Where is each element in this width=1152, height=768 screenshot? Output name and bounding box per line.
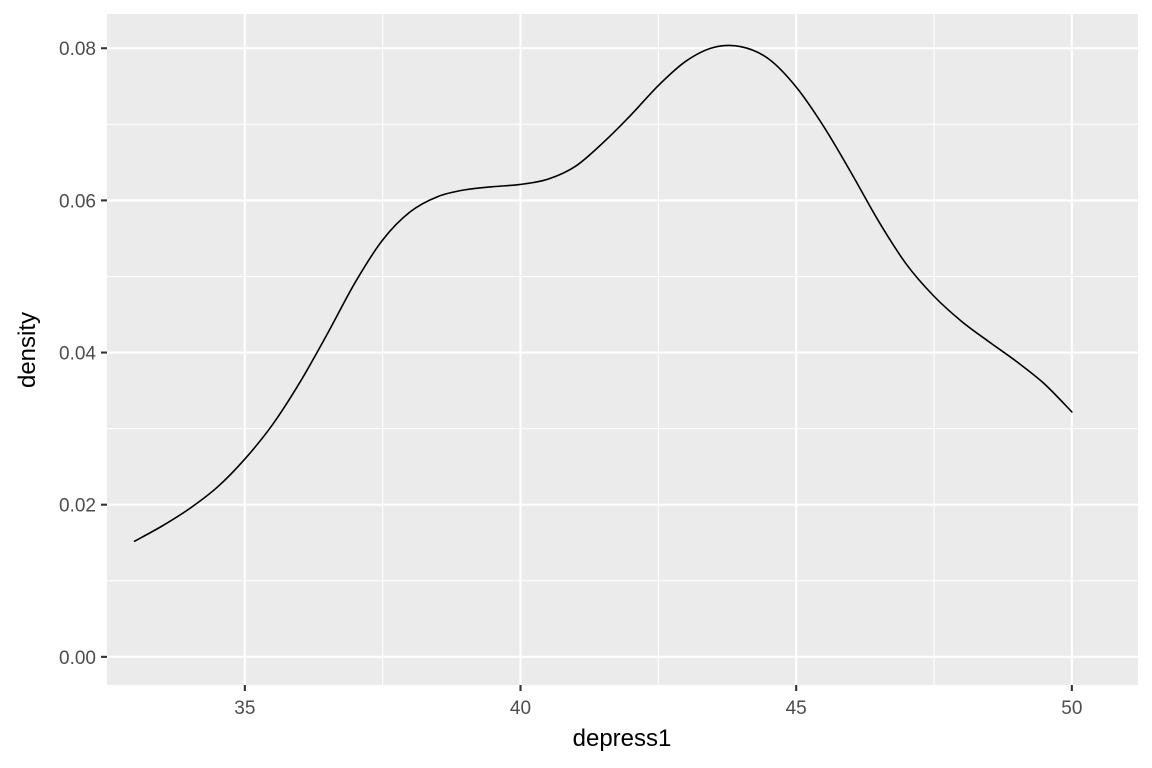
major-gridlines [107, 14, 1138, 685]
y-tick-label: 0.04 [59, 344, 96, 365]
y-axis: 0.00 0.02 0.04 0.06 0.08 [59, 39, 107, 669]
x-tick-label: 50 [1061, 698, 1082, 719]
y-tick-label: 0.00 [59, 648, 96, 669]
y-axis-title: density [14, 312, 41, 388]
x-tick-label: 35 [234, 698, 255, 719]
y-tick-label: 0.06 [59, 191, 96, 212]
y-tick-label: 0.02 [59, 496, 96, 517]
plot-panel [107, 14, 1138, 685]
x-tick-label: 40 [510, 698, 531, 719]
x-axis: 35 40 45 50 [234, 685, 1082, 719]
x-axis-title: depress1 [573, 725, 672, 752]
density-curve [133, 44, 1073, 543]
y-tick-label: 0.08 [59, 39, 96, 60]
x-tick-label: 45 [786, 698, 807, 719]
